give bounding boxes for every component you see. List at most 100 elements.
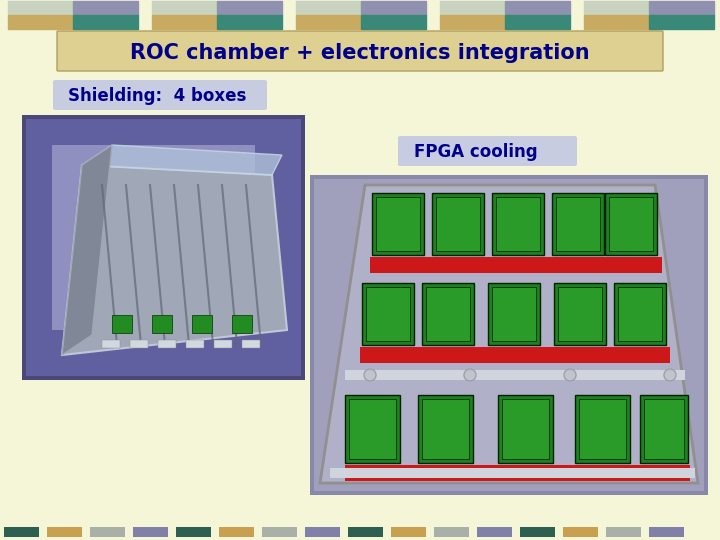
Circle shape [364,369,376,381]
Bar [186,340,204,348]
Bar [370,257,662,273]
Bar [152,1,217,15]
Bar [496,197,540,251]
Bar [488,283,540,345]
Bar [502,399,549,459]
Circle shape [664,369,676,381]
Bar [47,527,82,537]
Bar [152,15,217,29]
Bar [366,287,410,341]
Bar [556,197,600,251]
Bar [376,197,420,251]
Bar [372,193,424,255]
Bar [554,283,606,345]
Bar [618,287,662,341]
Bar [349,399,396,459]
Bar [305,527,340,537]
Bar [434,527,469,537]
Bar [310,175,708,495]
Bar [563,527,598,537]
Bar [440,15,505,29]
Polygon shape [320,185,698,483]
Circle shape [464,369,476,381]
Bar [73,1,138,15]
Bar [609,197,653,251]
Bar [492,193,544,255]
Bar [552,193,604,255]
Bar [492,287,536,341]
Bar [520,527,555,537]
Bar [361,1,426,15]
Bar [432,193,484,255]
Bar [214,340,232,348]
Bar [192,315,212,333]
Bar [73,15,138,29]
Bar [498,395,553,463]
Bar [440,1,505,15]
Bar [26,119,301,376]
Bar [575,395,630,463]
Text: ROC chamber + electronics integration: ROC chamber + electronics integration [130,43,590,63]
Bar [112,315,132,333]
Bar [345,370,685,380]
Bar [649,1,714,15]
FancyBboxPatch shape [57,31,663,71]
Bar [158,340,176,348]
Polygon shape [82,145,282,175]
Bar [422,283,474,345]
Bar [361,15,426,29]
Bar [8,1,73,15]
Bar [232,315,252,333]
Bar [217,1,282,15]
Polygon shape [62,145,112,355]
Bar [584,1,649,15]
Bar [22,115,305,380]
Bar [614,283,666,345]
Bar [360,347,670,363]
Bar [348,527,383,537]
Bar [505,15,570,29]
Bar [102,340,120,348]
Bar [90,527,125,537]
Bar [152,315,172,333]
Bar [314,179,704,491]
Bar [640,395,688,463]
Bar [345,465,690,481]
Bar [649,527,684,537]
Bar [176,527,211,537]
Bar [217,15,282,29]
Bar [8,15,73,29]
Text: Shielding:  4 boxes: Shielding: 4 boxes [68,87,246,105]
Bar [605,193,657,255]
Bar [426,287,470,341]
Bar [418,395,473,463]
Bar [558,287,602,341]
Bar [219,527,254,537]
Polygon shape [62,165,287,355]
Bar [133,527,168,537]
Bar [606,527,641,537]
Bar [296,15,361,29]
Bar [477,527,512,537]
FancyBboxPatch shape [53,80,267,110]
FancyBboxPatch shape [398,136,577,166]
Bar [4,527,39,537]
Bar [644,399,684,459]
Bar [391,527,426,537]
Text: FPGA cooling: FPGA cooling [414,143,538,161]
Bar [422,399,469,459]
Bar [649,15,714,29]
Bar [579,399,626,459]
Bar [436,197,480,251]
Bar [505,1,570,15]
Bar [362,283,414,345]
Bar [584,15,649,29]
Bar [52,145,255,330]
Bar [130,340,148,348]
Circle shape [564,369,576,381]
Bar [262,527,297,537]
Bar [242,340,260,348]
Bar [330,468,695,478]
Bar [296,1,361,15]
Bar [345,395,400,463]
